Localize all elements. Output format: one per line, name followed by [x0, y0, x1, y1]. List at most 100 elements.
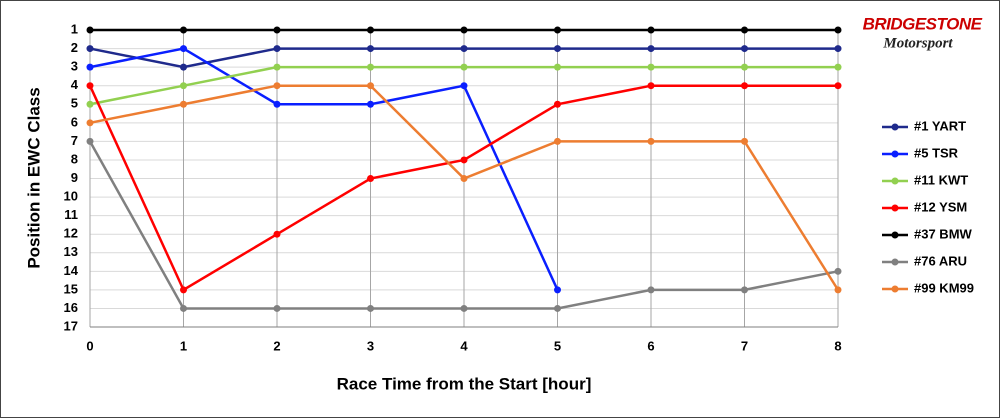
data-point — [367, 26, 374, 34]
legend-marker — [891, 150, 899, 158]
data-point — [460, 304, 468, 312]
data-point — [273, 304, 281, 312]
data-point — [273, 26, 281, 34]
y-tick-label: 10 — [64, 189, 78, 204]
legend-label: #1 YART — [914, 118, 966, 133]
data-point — [741, 63, 748, 71]
x-tick-label: 6 — [647, 338, 654, 353]
data-point — [647, 26, 655, 34]
data-point — [86, 26, 94, 34]
data-point — [273, 230, 281, 238]
legend-label: #12 YSM — [914, 199, 967, 214]
y-tick-label: 11 — [64, 207, 78, 222]
y-tick-label: 2 — [71, 40, 78, 55]
data-point — [273, 82, 281, 90]
data-point — [180, 26, 187, 34]
logo-sub: Motorsport — [882, 35, 953, 51]
y-tick-label: 3 — [71, 59, 78, 74]
data-point — [834, 286, 842, 294]
data-point — [834, 267, 842, 275]
y-tick-label: 12 — [64, 226, 78, 241]
data-point — [86, 119, 94, 127]
data-point — [86, 45, 94, 53]
data-point — [741, 82, 748, 90]
legend-marker — [891, 204, 899, 212]
x-tick-label: 4 — [460, 338, 468, 353]
data-point — [273, 45, 281, 53]
x-tick-label: 8 — [834, 338, 841, 353]
data-point — [554, 45, 561, 53]
legend-marker — [891, 258, 899, 266]
x-tick-label: 2 — [273, 338, 280, 353]
y-tick-label: 5 — [71, 96, 78, 111]
data-point — [647, 45, 655, 53]
data-point — [86, 82, 94, 90]
y-tick-label: 13 — [64, 244, 78, 259]
data-point — [647, 137, 655, 145]
data-point — [834, 63, 842, 71]
data-point — [554, 304, 561, 312]
data-point — [367, 100, 374, 108]
data-point — [367, 304, 374, 312]
y-tick-label: 15 — [64, 281, 78, 296]
data-point — [367, 45, 374, 53]
x-tick-label: 0 — [86, 338, 93, 353]
data-point — [554, 63, 561, 71]
data-point — [554, 286, 561, 294]
data-point — [367, 63, 374, 71]
data-point — [460, 45, 468, 53]
legend-marker — [891, 285, 899, 293]
y-tick-label: 17 — [64, 318, 78, 333]
legend-label: #99 KM99 — [914, 280, 974, 295]
data-point — [647, 63, 655, 71]
legend-marker — [891, 177, 899, 185]
data-point — [554, 137, 561, 145]
y-tick-label: 8 — [71, 151, 78, 166]
legend-label: #37 BMW — [914, 226, 973, 241]
y-tick-label: 16 — [64, 300, 78, 315]
y-tick-label: 4 — [71, 77, 79, 92]
data-point — [554, 26, 561, 34]
data-point — [180, 100, 187, 108]
y-tick-label: 6 — [71, 114, 78, 129]
legend-label: #5 TSR — [914, 145, 959, 160]
logo-brand: BRIDGESTONE — [863, 14, 983, 33]
data-point — [647, 82, 655, 90]
x-tick-label: 3 — [367, 338, 374, 353]
y-axis-label: Position in EWC Class — [24, 87, 43, 268]
legend-label: #76 ARU — [914, 253, 967, 268]
y-tick-label: 1 — [71, 21, 78, 36]
data-point — [180, 63, 187, 71]
data-point — [180, 286, 187, 294]
data-point — [741, 137, 748, 145]
y-tick-label: 9 — [71, 170, 78, 185]
data-point — [460, 156, 468, 164]
legend-marker — [891, 123, 899, 131]
data-point — [180, 82, 187, 90]
data-point — [834, 82, 842, 90]
data-point — [273, 63, 281, 71]
data-point — [554, 100, 561, 108]
data-point — [741, 45, 748, 53]
data-point — [367, 82, 374, 90]
data-point — [460, 26, 468, 34]
data-point — [86, 137, 94, 145]
x-tick-label: 7 — [741, 338, 748, 353]
series-line — [89, 47, 559, 291]
data-point — [460, 175, 468, 182]
data-point — [834, 26, 842, 34]
data-point — [460, 82, 468, 90]
data-point — [86, 63, 94, 71]
legend-marker — [891, 231, 899, 239]
legend-label: #11 KWT — [914, 172, 968, 187]
data-point — [741, 286, 748, 294]
data-point — [834, 45, 842, 53]
data-point — [180, 45, 187, 53]
x-tick-label: 1 — [180, 338, 187, 353]
y-tick-label: 14 — [64, 263, 79, 278]
x-axis-label: Race Time from the Start [hour] — [337, 374, 592, 393]
data-point — [367, 175, 374, 182]
y-tick-label: 7 — [71, 133, 78, 148]
